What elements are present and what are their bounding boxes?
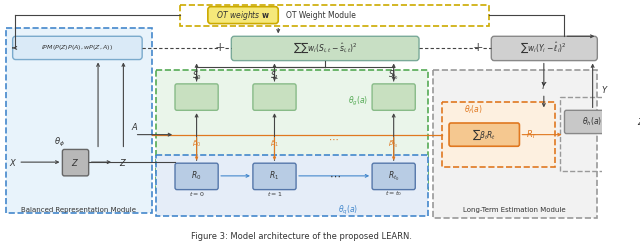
Bar — [156, 155, 428, 216]
Text: +: + — [473, 41, 483, 54]
Text: $OT\ weights\ \mathbf{w}$: $OT\ weights\ \mathbf{w}$ — [216, 9, 269, 22]
Text: $\beta_{t_0}$: $\beta_{t_0}$ — [388, 139, 399, 150]
FancyBboxPatch shape — [13, 36, 142, 60]
Text: $\theta_q(a)$: $\theta_q(a)$ — [339, 204, 359, 217]
Text: $R_1$: $R_1$ — [269, 170, 280, 182]
Text: Balanced Representation Module: Balanced Representation Module — [21, 207, 136, 213]
Text: $Z$: $Z$ — [119, 157, 127, 168]
Text: $t=0$: $t=0$ — [189, 190, 204, 198]
Bar — [433, 70, 597, 218]
Text: $\theta_g(a)$: $\theta_g(a)$ — [348, 95, 368, 108]
Text: $R_0$: $R_0$ — [191, 170, 202, 182]
Text: $Z$: $Z$ — [637, 116, 640, 127]
Text: $\theta_h(a)$: $\theta_h(a)$ — [582, 116, 603, 128]
FancyBboxPatch shape — [253, 84, 296, 110]
Text: $t=t_0$: $t=t_0$ — [385, 189, 402, 198]
FancyBboxPatch shape — [175, 163, 218, 190]
Text: $\theta_\phi$: $\theta_\phi$ — [54, 136, 65, 149]
Text: $S_1$: $S_1$ — [269, 69, 279, 82]
Text: $A$: $A$ — [131, 121, 138, 132]
FancyBboxPatch shape — [372, 163, 415, 190]
Text: $\beta_1$: $\beta_1$ — [270, 139, 279, 149]
FancyBboxPatch shape — [62, 149, 89, 176]
Text: $S_{t_0}$: $S_{t_0}$ — [388, 69, 399, 82]
FancyBboxPatch shape — [449, 123, 520, 146]
Text: $Y$: $Y$ — [540, 80, 548, 92]
Text: $S_0$: $S_0$ — [191, 69, 202, 82]
Text: $\sum w_i(Y_i-\hat{\ell}_i)^2$: $\sum w_i(Y_i-\hat{\ell}_i)^2$ — [520, 41, 567, 55]
Text: OT Weight Module: OT Weight Module — [285, 11, 355, 20]
Text: $Z$: $Z$ — [72, 157, 79, 168]
FancyBboxPatch shape — [175, 84, 218, 110]
Text: $\cdots$: $\cdots$ — [328, 171, 340, 181]
Bar — [6, 28, 152, 213]
Text: +: + — [215, 41, 225, 54]
Text: $X$: $X$ — [8, 157, 17, 168]
FancyBboxPatch shape — [372, 84, 415, 110]
FancyBboxPatch shape — [564, 110, 621, 134]
Bar — [560, 97, 640, 170]
Text: $\theta_f(a)$: $\theta_f(a)$ — [464, 103, 483, 116]
FancyBboxPatch shape — [253, 163, 296, 190]
Text: $IPM(P(Z)P(A), wP(Z,A))$: $IPM(P(Z)P(A), wP(Z,A))$ — [42, 43, 113, 52]
Text: $\beta_0$: $\beta_0$ — [192, 139, 201, 149]
Bar — [442, 102, 555, 168]
FancyBboxPatch shape — [630, 110, 640, 134]
Text: Figure 3: Model architecture of the proposed LEARN.: Figure 3: Model architecture of the prop… — [191, 232, 412, 241]
FancyBboxPatch shape — [231, 36, 419, 61]
Text: $\sum\beta_t R_t$: $\sum\beta_t R_t$ — [472, 128, 496, 142]
Text: $R_{t_0}$: $R_{t_0}$ — [388, 169, 399, 183]
Text: $Y$: $Y$ — [601, 84, 609, 95]
Bar — [180, 5, 490, 26]
Text: Long-Term Estimation Module: Long-Term Estimation Module — [463, 207, 566, 213]
FancyBboxPatch shape — [492, 36, 597, 61]
Text: $R_T$: $R_T$ — [525, 128, 538, 141]
Text: $\sum\sum w_i(S_{i,t}-\hat{s}_{i,t})^2$: $\sum\sum w_i(S_{i,t}-\hat{s}_{i,t})^2$ — [292, 41, 358, 55]
Text: $t=1$: $t=1$ — [267, 190, 282, 198]
Text: $\cdots$: $\cdots$ — [328, 134, 339, 144]
Bar — [156, 70, 428, 190]
FancyBboxPatch shape — [208, 7, 278, 24]
